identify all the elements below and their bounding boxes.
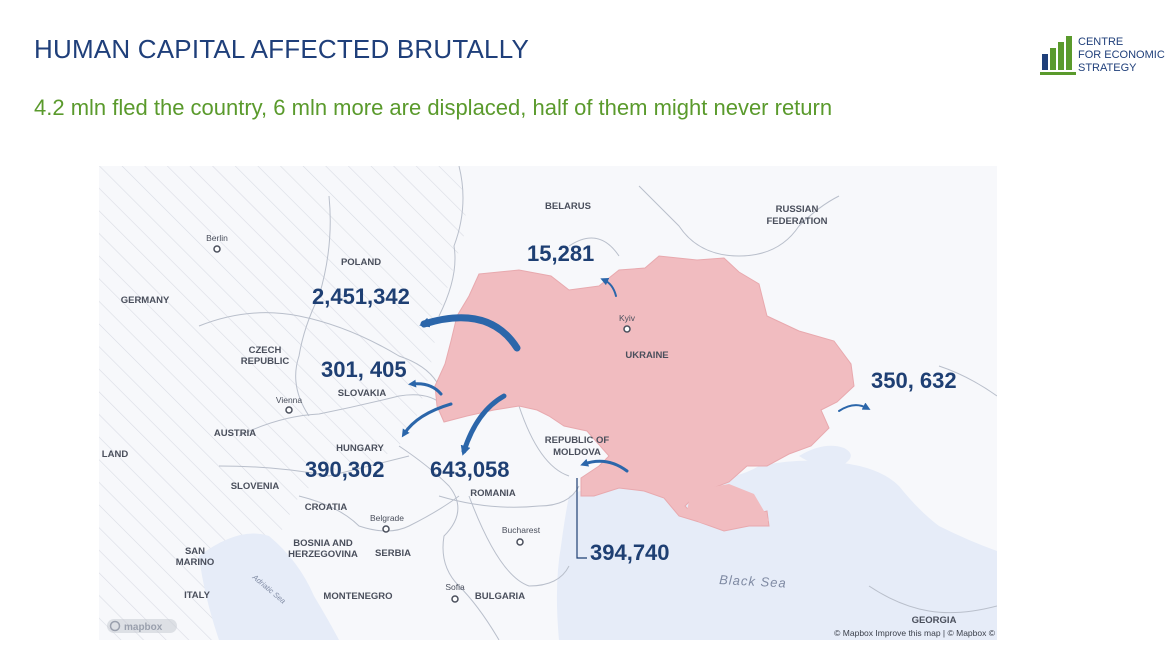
logo-text: CENTRE FOR ECONOMIC STRATEGY xyxy=(1078,36,1165,75)
city-marker xyxy=(382,525,390,533)
label-san-marino-2: MARINO xyxy=(176,557,215,568)
label-russia-1: RUSSIAN xyxy=(776,204,819,215)
label-czech-2: REPUBLIC xyxy=(241,356,290,367)
label-austria: AUSTRIA xyxy=(214,428,256,439)
border-line xyxy=(568,237,620,257)
city-marker xyxy=(285,406,293,414)
mapbox-logo-text: mapbox xyxy=(124,622,163,633)
count-romania: 643,058 xyxy=(430,457,510,482)
label-italy: ITALY xyxy=(184,590,211,601)
label-georgia: GEORGIA xyxy=(912,615,957,626)
border-line xyxy=(438,485,580,508)
arrow-romania xyxy=(460,393,507,456)
label-moldova-1: REPUBLIC OF xyxy=(545,435,610,446)
border-line xyxy=(438,165,464,317)
label-hungary: HUNGARY xyxy=(336,443,384,454)
border-line xyxy=(518,405,570,477)
label-bosnia-2: HERZEGOVINA xyxy=(288,549,358,560)
count-slovakia: 301, 405 xyxy=(321,357,407,382)
label-croatia: CROATIA xyxy=(305,502,348,513)
border-line xyxy=(468,495,570,587)
moldova-bracket xyxy=(576,478,587,559)
logo-bars-icon xyxy=(1040,36,1076,75)
city-marker xyxy=(451,595,459,603)
page-subtitle: 4.2 mln fled the country, 6 mln more are… xyxy=(34,95,833,120)
label-belarus: BELARUS xyxy=(545,201,591,212)
label-slovakia: SLOVAKIA xyxy=(338,388,387,399)
black-sea xyxy=(556,460,997,640)
label-ukraine: UKRAINE xyxy=(625,350,668,361)
city-marker xyxy=(516,538,524,546)
city-berlin: Berlin xyxy=(206,233,228,243)
label-black-sea: Black Sea xyxy=(719,572,787,591)
label-slovenia: SLOVENIA xyxy=(231,481,280,492)
city-kyiv: Kyiv xyxy=(619,313,636,323)
border-line xyxy=(198,312,440,387)
logo-line-1: CENTRE xyxy=(1078,36,1124,48)
border-line xyxy=(638,185,840,257)
border-line xyxy=(868,585,998,614)
arrow-moldova xyxy=(580,458,629,473)
count-hungary: 390,302 xyxy=(305,457,385,482)
border-line xyxy=(238,394,445,437)
label-germany: GERMANY xyxy=(121,295,170,306)
count-belarus: 15,281 xyxy=(527,241,594,266)
count-poland: 2,451,342 xyxy=(312,284,410,309)
hatched-region xyxy=(99,166,467,640)
mapbox-logo[interactable]: mapbox xyxy=(107,619,177,633)
border-line xyxy=(398,445,500,641)
adriatic-sea xyxy=(199,533,339,640)
arrow-russia xyxy=(838,402,871,412)
label-bulgaria: BULGARIA xyxy=(475,591,525,602)
city-marker xyxy=(213,245,221,253)
label-bosnia-1: BOSNIA AND xyxy=(293,538,353,549)
arrow-belarus xyxy=(600,277,617,297)
border-line xyxy=(938,365,998,397)
ces-logo: CENTRE FOR ECONOMIC STRATEGY xyxy=(1040,36,1170,82)
city-belgrade: Belgrade xyxy=(370,513,404,523)
label-serbia: SERBIA xyxy=(375,548,411,559)
label-russia-2: FEDERATION xyxy=(766,216,827,227)
logo-line-3: STRATEGY xyxy=(1078,62,1137,74)
arrow-slovakia xyxy=(408,379,443,396)
logo-line-2: FOR ECONOMIC xyxy=(1078,49,1165,61)
count-moldova: 394,740 xyxy=(590,540,670,565)
city-sofia: Sofia xyxy=(445,582,465,592)
label-san-marino-1: SAN xyxy=(185,546,205,557)
city-bucharest: Bucharest xyxy=(502,525,541,535)
page-title: HUMAN CAPITAL AFFECTED BRUTALLY xyxy=(34,34,529,64)
crimea-shape xyxy=(687,484,769,528)
map-attribution[interactable]: © Mapbox Improve this map | © Mapbox © xyxy=(834,628,996,638)
label-poland: POLAND xyxy=(341,257,381,268)
arrow-poland xyxy=(419,314,521,352)
label-romania: ROMANIA xyxy=(470,488,516,499)
refugee-map: BELARUS RUSSIAN FEDERATION POLAND GERMAN… xyxy=(99,165,998,641)
label-finland-partial: LAND xyxy=(102,449,129,460)
city-vienna: Vienna xyxy=(276,395,303,405)
azov-sea xyxy=(799,445,851,467)
count-russia: 350, 632 xyxy=(871,368,957,393)
arrow-hungary xyxy=(401,402,453,438)
label-czech-1: CZECH xyxy=(249,345,282,356)
label-moldova-2: MOLDOVA xyxy=(553,447,601,458)
label-montenegro: MONTENEGRO xyxy=(323,591,392,602)
border-line xyxy=(218,455,410,477)
city-marker xyxy=(623,325,631,333)
